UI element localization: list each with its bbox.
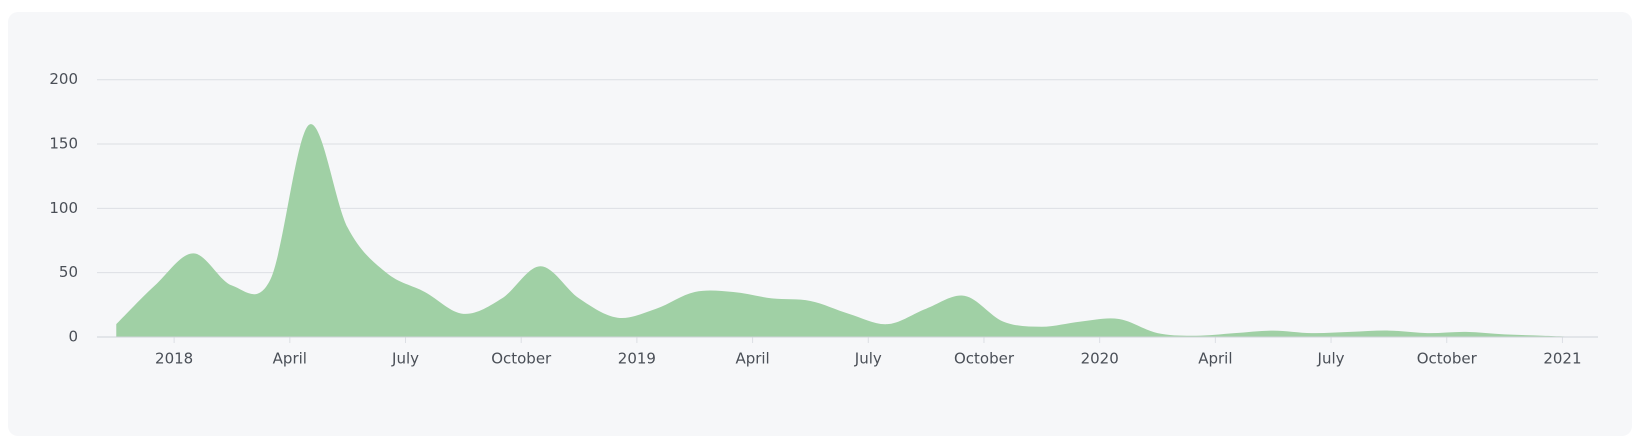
card — [8, 12, 1632, 436]
x-tick-label: April — [273, 350, 307, 368]
x-tick-label: October — [491, 350, 552, 368]
x-tick-label: July — [391, 350, 419, 368]
x-tick-label: 2018 — [155, 350, 193, 368]
x-tick-label: 2019 — [618, 350, 656, 368]
y-tick-label: 0 — [68, 328, 78, 346]
x-tick-label: April — [735, 350, 769, 368]
x-tick-label: 2021 — [1543, 350, 1581, 368]
y-tick-label: 50 — [59, 263, 78, 281]
area — [116, 124, 1582, 337]
y-tick-label: 150 — [49, 135, 78, 153]
x-tick-label: October — [1417, 350, 1478, 368]
y-tick-label: 100 — [49, 199, 78, 217]
x-tick-label: April — [1198, 350, 1232, 368]
x-tick-label: July — [1317, 350, 1345, 368]
y-tick-label: 200 — [49, 70, 78, 88]
x-tick-label: October — [954, 350, 1015, 368]
x-tick-label: July — [854, 350, 882, 368]
x-tick-label: 2020 — [1081, 350, 1119, 368]
